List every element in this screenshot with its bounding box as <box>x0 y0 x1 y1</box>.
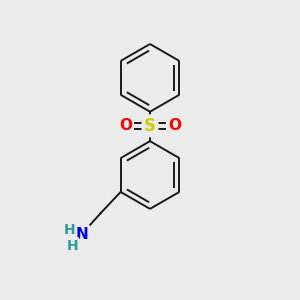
Text: H: H <box>63 223 75 237</box>
Text: O: O <box>119 118 132 134</box>
Text: H: H <box>66 238 78 253</box>
Text: O: O <box>168 118 181 134</box>
Text: S: S <box>144 117 156 135</box>
Text: N: N <box>75 227 88 242</box>
